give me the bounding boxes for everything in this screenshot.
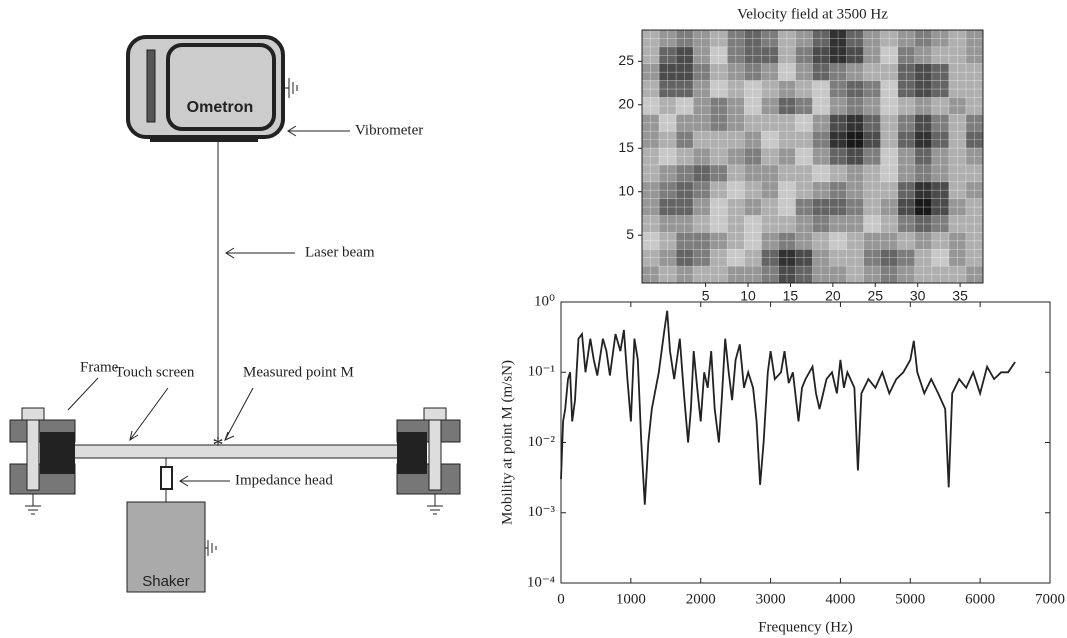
x-tick-label: 5000 [895,591,925,607]
y-tick-label: 5 [626,226,634,242]
x-tick-label: 5 [702,288,710,304]
label: Frame [80,359,119,375]
x-tick-label: 20 [825,288,841,304]
x-tick-label: 30 [910,288,926,304]
arrow [225,247,295,259]
y-tick-label: 10⁻² [528,434,556,450]
x-tick-label: 1000 [616,591,646,607]
arrow [129,387,169,442]
setup-diagram: Ometron Vibrometer Laser beam Frame Touc… [9,35,461,593]
ground [205,540,217,556]
x-tick-label: 10 [740,288,756,304]
y-tick-label: 15 [618,139,634,155]
label: Shaker [142,573,190,590]
y-tick-label: 10⁰ [534,293,555,309]
y-tick-label: 10⁻¹ [528,364,555,380]
x-tick-label: 35 [952,288,968,304]
x-tick-label: 15 [783,288,799,304]
label: Vibrometer [355,122,423,138]
x-tick-label: 7000 [1035,591,1065,607]
label: Measured point M [243,364,354,380]
label: Touch screen [115,364,195,380]
ground [283,78,298,98]
arrow [179,475,230,487]
arrow [224,387,254,441]
vibrometer-slot [146,49,156,123]
label: Laser beam [305,244,375,260]
vibrometer-panel [166,43,276,131]
x-tick-label: 3000 [756,591,786,607]
heatmap-title: Velocity field at 3500 Hz [737,6,888,22]
arrow [287,125,350,137]
x-tick-label: 4000 [825,591,855,607]
impedance-head [160,466,173,490]
y-tick-label: 10 [618,182,634,198]
point-marker: * [213,432,224,457]
y-tick-label: 10⁻⁴ [527,574,555,590]
touch-screen [44,444,426,459]
shaker [126,501,206,593]
y-axis-label: Mobility at point M (m/sN) [499,360,515,525]
mobility-line [560,310,1016,505]
y-tick-label: 25 [618,52,634,68]
y-tick-label: 10⁻³ [528,504,556,520]
label: Impedance head [235,472,333,488]
right-clamp [396,407,461,515]
x-tick-label: 0 [557,591,565,607]
plot-frame [641,29,984,284]
x-tick-label: 6000 [965,591,995,607]
y-tick-label: 20 [618,95,634,111]
x-tick-label: 2000 [686,591,716,607]
x-tick-label: 25 [867,288,883,304]
x-axis-label: Frequency (Hz) [758,619,853,635]
device-label: Ometron [187,99,254,116]
pointer [67,377,99,411]
vibrometer-base [150,137,258,142]
left-clamp [9,407,76,515]
